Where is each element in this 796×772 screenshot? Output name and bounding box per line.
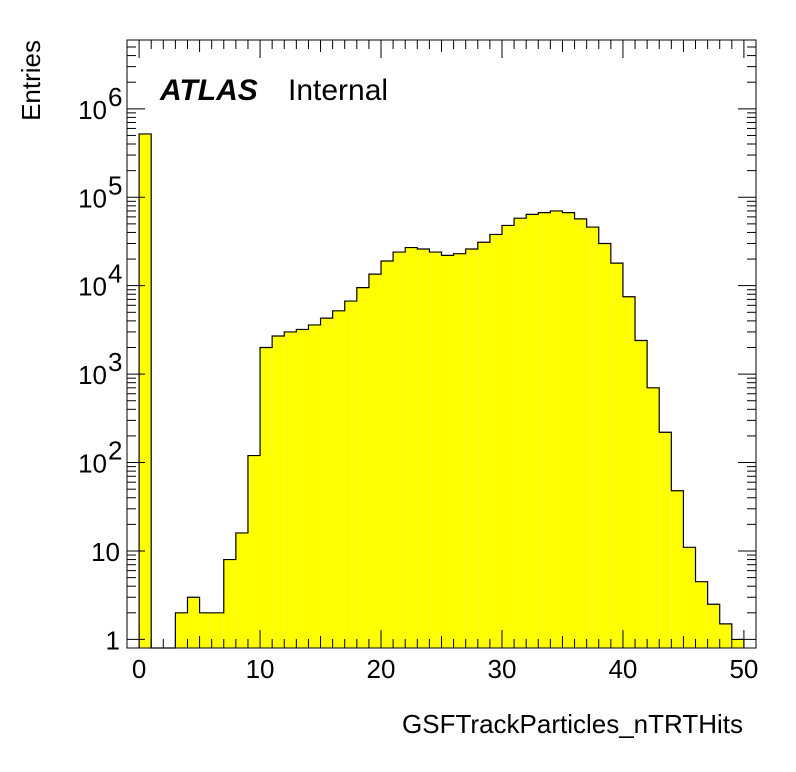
histogram-bin [477,242,490,648]
histogram-bin [659,432,672,648]
histogram-bin [235,532,248,648]
histogram-bin [683,547,696,648]
histogram-bin [356,287,369,648]
histogram-bin [223,559,236,648]
y-tick-label: 10 [78,272,107,302]
x-tick-label: 0 [132,654,146,684]
histogram-bin [175,612,188,648]
y-tick-exponent: 4 [108,259,122,289]
x-tick-label: 30 [488,654,517,684]
histogram-bin [296,329,309,648]
histogram-bin [381,261,394,648]
x-tick-label: 40 [608,654,637,684]
histogram-bin [538,212,551,649]
y-tick-label: 10 [78,449,107,479]
histogram-bin [344,301,357,648]
histogram-bin [308,324,321,648]
histogram-bin [574,218,587,648]
histogram-bin [272,335,285,648]
histogram-outline [138,133,745,649]
histogram-bin [562,212,575,649]
histogram-bin [429,252,442,648]
histogram-bin [695,581,708,648]
histogram-bin [405,247,418,649]
histogram-bin [707,604,720,648]
x-tick-labels: 0 10 20 30 40 50 [132,654,759,684]
histogram-bin [550,210,563,648]
histogram-bin [417,248,430,648]
histogram-bin [731,639,744,648]
histogram-bin [526,214,539,649]
x-tick-label: 10 [246,654,275,684]
y-tick-label: 10 [78,183,107,213]
histogram-bin [719,623,732,648]
axis-ticks [127,39,756,648]
histogram-bin [284,331,297,648]
histogram-bin [501,225,515,648]
histogram-bin [453,253,466,648]
y-tick-exponent: 3 [108,347,122,377]
histogram-bin [211,612,224,648]
y-tick-label: 10 [78,95,107,125]
histogram-bin [247,455,261,648]
histogram-bin [320,318,333,648]
histogram-bin [393,252,406,648]
histogram-bin [441,255,454,648]
histogram-bin [368,274,382,648]
histogram-bin [610,263,623,648]
histogram-bin [514,218,527,648]
histogram-bin [586,227,599,648]
histogram-bin [671,490,684,648]
x-tick-label: 20 [367,654,396,684]
x-axis-title: GSFTrackParticles_nTRTHits [402,709,743,739]
histogram-bin [332,310,345,648]
x-tick-label: 50 [729,654,758,684]
y-tick-label: 10 [91,537,120,567]
histogram-bin [598,243,611,648]
y-tick-exponent: 2 [108,436,122,466]
histogram-bin [260,347,273,648]
histogram-bin [489,234,502,648]
atlas-label: ATLAS [159,74,258,107]
y-tick-exponent: 5 [108,170,122,200]
histogram-bin [187,597,200,648]
histogram-bin [635,340,648,648]
y-tick-label: 10 [78,360,107,390]
histogram-bin [647,387,660,648]
y-tick-exponent: 6 [108,82,122,112]
histogram-bin [622,296,636,648]
histogram-bin [465,248,478,648]
y-axis-title: Entries [16,40,46,121]
status-label: Internal [288,74,388,107]
y-tick-label: 1 [106,625,120,655]
histogram-bin [139,133,152,649]
histogram-bin [199,612,212,648]
plot-frame [126,39,757,649]
histogram-bars [138,133,745,649]
